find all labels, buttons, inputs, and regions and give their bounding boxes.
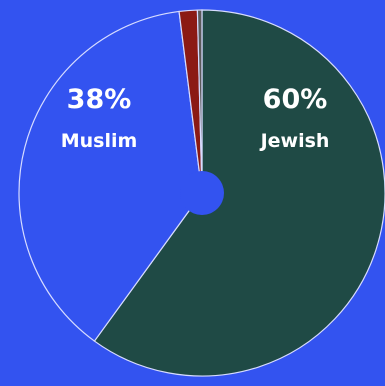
- pie-slice-muslim: [18, 10, 203, 342]
- slice-name-label-muslim: Muslim: [61, 130, 138, 152]
- pie-slice-other-2: [196, 9, 203, 194]
- slice-name-label-jewish: Jewish: [259, 130, 330, 152]
- slice-percent-label-muslim: 38%: [67, 84, 132, 115]
- pie-slice-jewish: [93, 9, 385, 377]
- slice-percent-label-jewish: 60%: [263, 84, 328, 115]
- pie-slices: [18, 9, 385, 377]
- pie-center-dot: [180, 171, 224, 215]
- pie-labels: 60% Jewish 38% Muslim: [61, 84, 330, 152]
